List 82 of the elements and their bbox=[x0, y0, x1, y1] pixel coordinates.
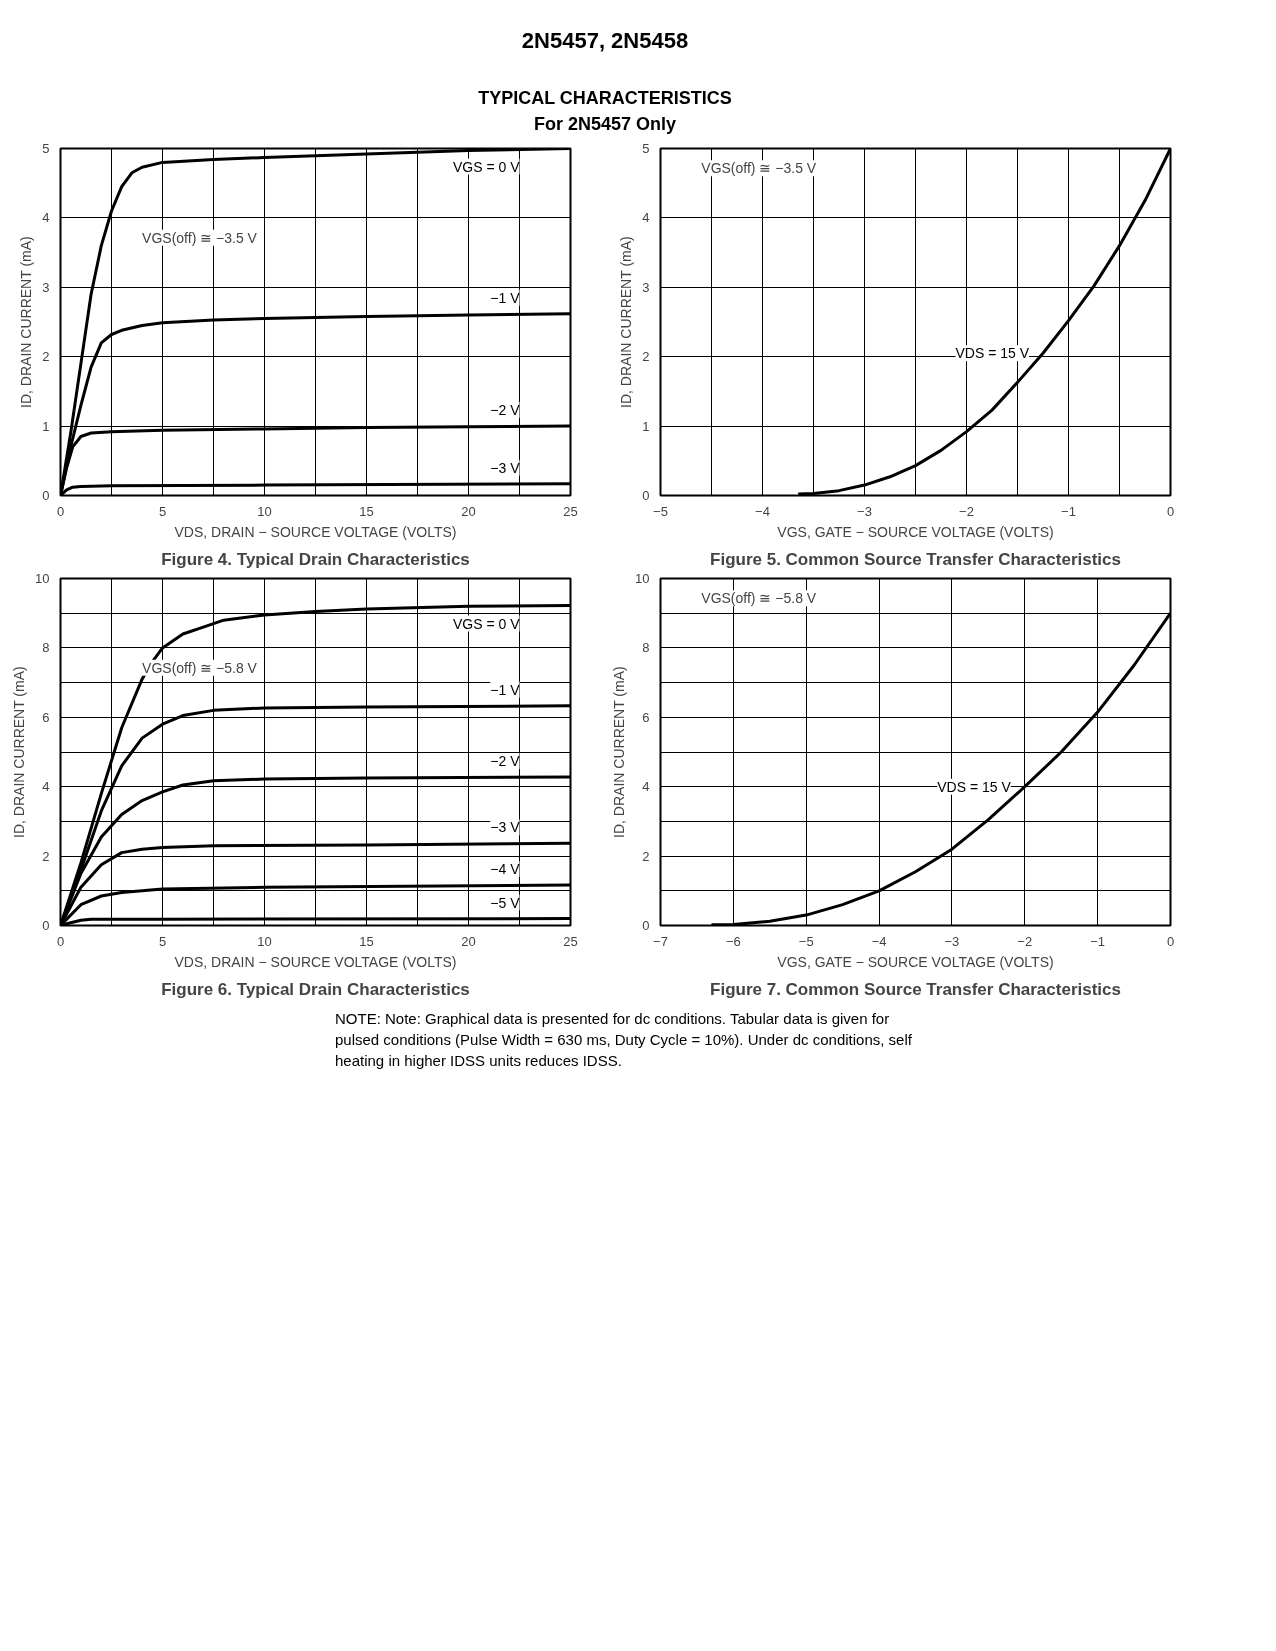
series-label: VGS = 0 V bbox=[452, 158, 521, 175]
y-tick-label: 6 bbox=[642, 709, 650, 725]
y-tick-label: 2 bbox=[42, 349, 50, 365]
x-tick-label: 10 bbox=[257, 933, 272, 949]
series-label: VGS = 0 V bbox=[452, 615, 521, 632]
series-label: −1 V bbox=[490, 289, 521, 306]
y-tick-label: 8 bbox=[642, 640, 650, 656]
x-tick-label: −5 bbox=[798, 933, 814, 949]
x-tick-label: 20 bbox=[461, 933, 476, 949]
text: Figure 7. Common Source Transfer Characteristics bbox=[710, 979, 1121, 999]
y-tick-label: 4 bbox=[642, 779, 650, 795]
y-tick-label: 3 bbox=[642, 279, 650, 295]
x-tick-label: 15 bbox=[359, 933, 374, 949]
y-tick-label: 2 bbox=[642, 848, 650, 864]
x-tick-label: 25 bbox=[563, 933, 578, 949]
series-label: VDS = 15 V bbox=[937, 778, 1012, 795]
x-tick-label: −4 bbox=[871, 933, 887, 949]
x-tick-label: 0 bbox=[1166, 503, 1175, 519]
x-axis-title: VGS, GATE − SOURCE VOLTAGE (VOLTS) bbox=[777, 523, 1054, 540]
series-label: −1 V bbox=[490, 681, 521, 698]
y-tick-label: 4 bbox=[42, 779, 50, 795]
x-tick-label: −4 bbox=[755, 503, 770, 519]
series-label: −5 V bbox=[490, 894, 521, 911]
y-tick-label: 5 bbox=[42, 140, 50, 156]
y-axis-title: ID, DRAIN CURRENT (mA) bbox=[611, 666, 628, 838]
annotation: VGS(off) ≅ −3.5 V bbox=[701, 160, 817, 177]
x-tick-label: 20 bbox=[461, 503, 476, 519]
series-label: VDS = 15 V bbox=[955, 345, 1030, 362]
series-label: −3 V bbox=[490, 459, 521, 476]
text: Figure 4. Typical Drain Characteristics bbox=[161, 549, 470, 569]
x-tick-label: 0 bbox=[56, 503, 65, 519]
series-label: −2 V bbox=[490, 401, 521, 418]
x-tick-label: −2 bbox=[1017, 933, 1033, 949]
x-tick-label: −6 bbox=[725, 933, 741, 949]
text: Figure 6. Typical Drain Characteristics bbox=[161, 979, 470, 999]
x-tick-label: 15 bbox=[359, 503, 374, 519]
y-tick-label: 3 bbox=[42, 279, 50, 295]
x-axis-title: VDS, DRAIN − SOURCE VOLTAGE (VOLTS) bbox=[174, 953, 457, 970]
y-tick-label: 2 bbox=[642, 349, 650, 365]
x-tick-label: −3 bbox=[944, 933, 960, 949]
y-axis-title: ID, DRAIN CURRENT (mA) bbox=[618, 236, 635, 408]
x-tick-label: −1 bbox=[1090, 933, 1106, 949]
text: Figure 5. Common Source Transfer Characteristics bbox=[710, 549, 1121, 569]
text: 2N5457, 2N5458 bbox=[520, 27, 690, 55]
y-axis-title: ID, DRAIN CURRENT (mA) bbox=[11, 666, 28, 838]
x-tick-label: 10 bbox=[257, 503, 272, 519]
x-tick-label: −3 bbox=[857, 503, 872, 519]
x-axis-title: VDS, DRAIN − SOURCE VOLTAGE (VOLTS) bbox=[174, 523, 457, 540]
y-tick-label: 4 bbox=[642, 210, 650, 226]
y-tick-label: 10 bbox=[635, 570, 650, 586]
y-tick-label: 8 bbox=[42, 640, 50, 656]
x-tick-label: 5 bbox=[158, 933, 167, 949]
x-tick-label: 25 bbox=[563, 503, 578, 519]
x-tick-label: 5 bbox=[158, 503, 167, 519]
x-tick-label: −7 bbox=[653, 933, 668, 949]
y-tick-label: 5 bbox=[642, 140, 650, 156]
x-tick-label: −2 bbox=[959, 503, 974, 519]
text: For 2N5457 Only bbox=[532, 113, 678, 137]
y-tick-label: 1 bbox=[42, 418, 50, 434]
x-tick-label: 0 bbox=[56, 933, 65, 949]
y-tick-label: 0 bbox=[642, 487, 650, 503]
text: TYPICAL CHARACTERISTICS bbox=[477, 87, 733, 111]
y-tick-label: 0 bbox=[42, 917, 50, 933]
annotation: VGS(off) ≅ −5.8 V bbox=[701, 590, 817, 607]
x-axis-title: VGS, GATE − SOURCE VOLTAGE (VOLTS) bbox=[777, 953, 1054, 970]
series-label: −2 V bbox=[490, 752, 521, 769]
y-tick-label: 0 bbox=[42, 487, 50, 503]
text: NOTE: Note: Graphical data is presented for dc conditions. Tabular data is given for pulsed conditions (Pulse Width = 630 ms, Duty Cycle = 10%). Under dc conditions, self heating in higher IDSS units reduces IDSS. bbox=[335, 1008, 913, 1071]
x-tick-label: −1 bbox=[1061, 503, 1076, 519]
annotation: VGS(off) ≅ −5.8 V bbox=[142, 659, 258, 676]
y-axis-title: ID, DRAIN CURRENT (mA) bbox=[18, 236, 35, 408]
y-tick-label: 6 bbox=[42, 709, 50, 725]
y-tick-label: 0 bbox=[642, 917, 650, 933]
x-tick-label: 0 bbox=[1166, 933, 1175, 949]
series-label: −3 V bbox=[490, 819, 521, 836]
y-tick-label: 10 bbox=[35, 570, 50, 586]
x-tick-label: −5 bbox=[653, 503, 668, 519]
y-tick-label: 2 bbox=[42, 848, 50, 864]
series-label: −4 V bbox=[490, 860, 521, 877]
y-tick-label: 1 bbox=[642, 418, 650, 434]
annotation: VGS(off) ≅ −3.5 V bbox=[142, 229, 258, 246]
y-tick-label: 4 bbox=[42, 210, 50, 226]
